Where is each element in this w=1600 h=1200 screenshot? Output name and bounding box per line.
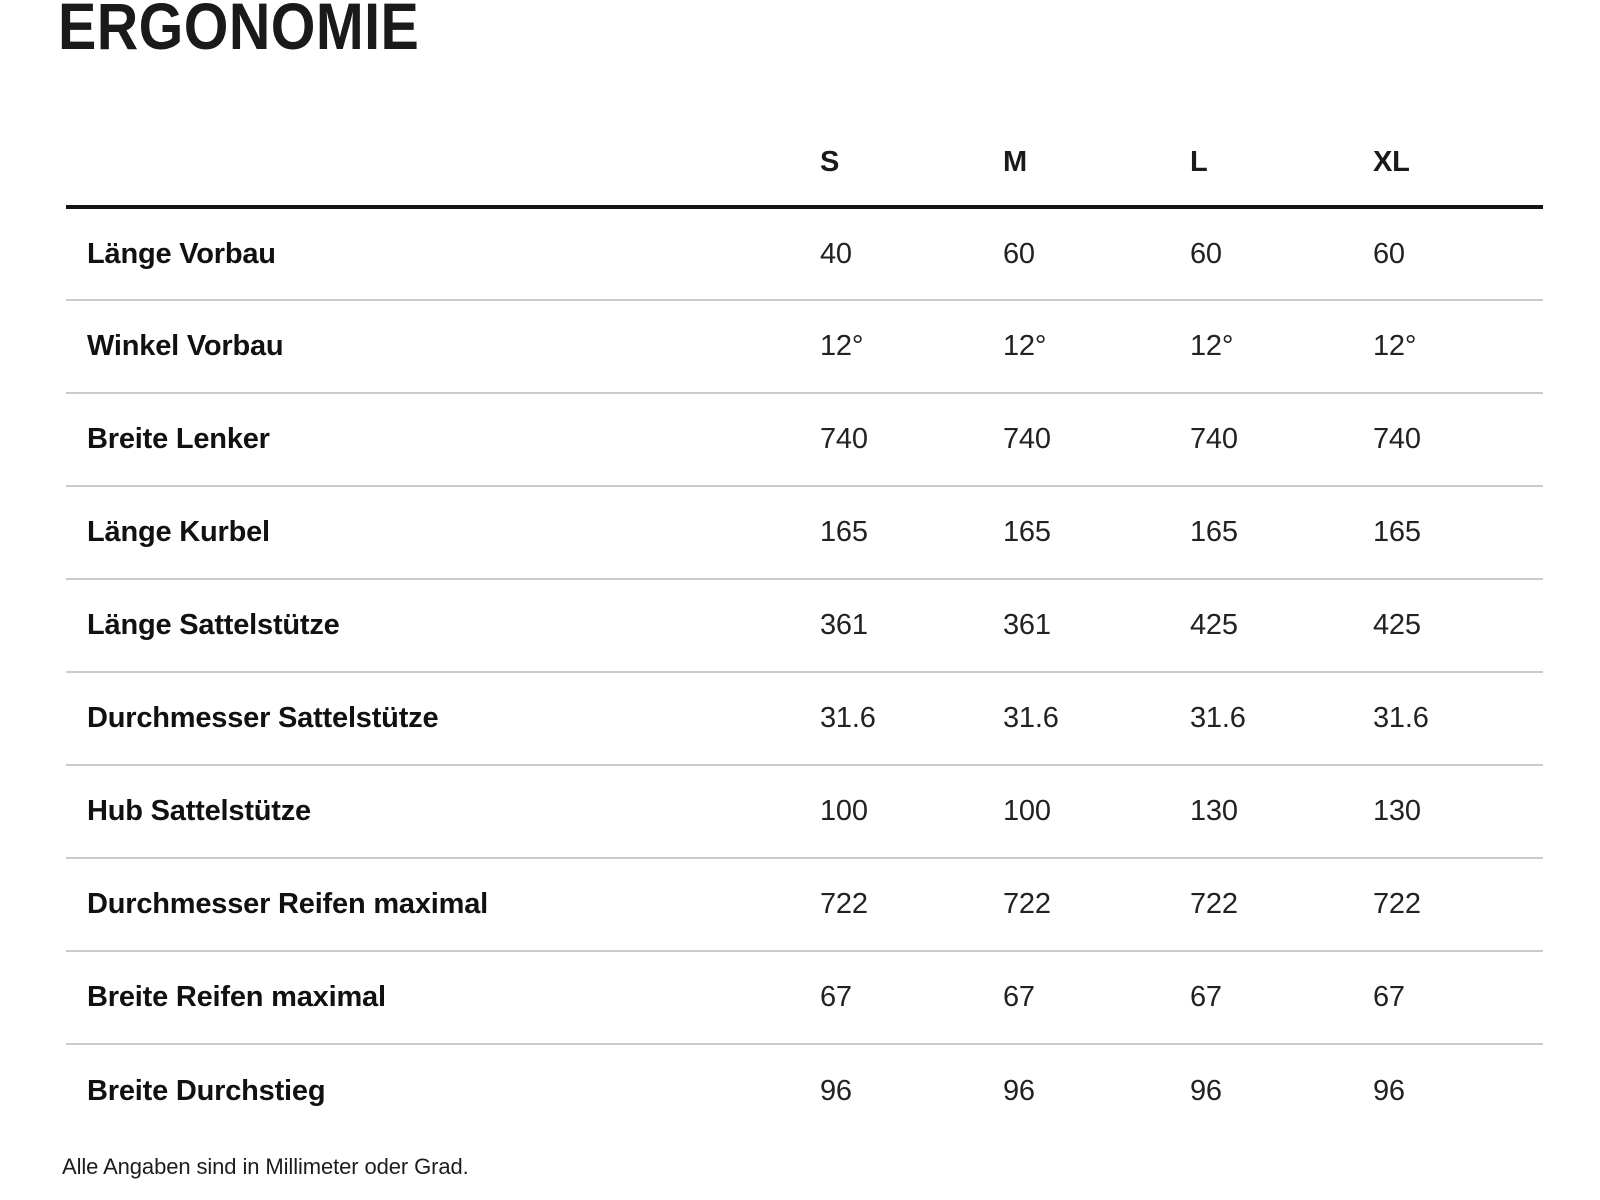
spec-label: Breite Durchstieg [87, 1074, 326, 1107]
spec-value: 67 [820, 951, 1003, 1045]
spec-value: 740 [1190, 393, 1373, 487]
spec-value: 96 [1190, 1074, 1222, 1107]
header-spacer [66, 120, 820, 209]
spec-value: 130 [1373, 765, 1543, 859]
spec-label: Länge Kurbel [66, 486, 820, 580]
spec-label: Winkel Vorbau [66, 300, 820, 394]
spec-value: 722 [1373, 858, 1543, 952]
spec-row: Breite Durchstieg 96 96 96 96 [66, 1044, 1543, 1137]
spec-value: 31.6 [1190, 672, 1373, 766]
spec-label: Breite Lenker [66, 393, 820, 487]
spec-value: 722 [1003, 858, 1190, 952]
spec-value: 425 [1373, 579, 1543, 673]
spec-row: Länge Kurbel 165 165 165 165 [66, 486, 1543, 580]
spec-value: 31.6 [1373, 672, 1543, 766]
spec-value: 12° [1003, 300, 1190, 394]
spec-row: Länge Vorbau 40 60 60 60 [66, 207, 1543, 301]
spec-value: 722 [820, 858, 1003, 952]
table-body: Länge Vorbau 40 60 60 60 Winkel Vorbau 1… [66, 207, 1543, 1137]
spec-value: 67 [1003, 951, 1190, 1045]
spec-label: Länge Vorbau [66, 207, 820, 301]
spec-value: 96 [1003, 1074, 1035, 1107]
spec-row: Durchmesser Reifen maximal 722 722 722 7… [66, 858, 1543, 952]
spec-value: 361 [820, 579, 1003, 673]
spec-value: 96 [820, 1074, 852, 1107]
spec-value: 40 [820, 207, 1003, 301]
spec-value: 31.6 [820, 672, 1003, 766]
spec-value: 130 [1190, 765, 1373, 859]
spec-row: Winkel Vorbau 12° 12° 12° 12° [66, 300, 1543, 394]
spec-value: 60 [1373, 207, 1543, 301]
spec-value: 96 [1373, 1074, 1405, 1107]
spec-value: 67 [1190, 951, 1373, 1045]
spec-value: 165 [1373, 486, 1543, 580]
spec-value: 12° [1373, 300, 1543, 394]
spec-value: 60 [1190, 207, 1373, 301]
spec-value: 740 [1373, 393, 1543, 487]
header-row: S M L XL [66, 120, 1543, 209]
spec-row: Hub Sattelstütze 100 100 130 130 [66, 765, 1543, 859]
spec-value: 722 [1190, 858, 1373, 952]
spec-value: 31.6 [1003, 672, 1190, 766]
spec-label: Breite Reifen maximal [66, 951, 820, 1045]
size-column-header-m: M [1003, 120, 1190, 209]
spec-label: Hub Sattelstütze [66, 765, 820, 859]
page-title: ERGONOMIE [58, 0, 420, 63]
spec-value: 100 [1003, 765, 1190, 859]
spec-row: Breite Reifen maximal 67 67 67 67 [66, 951, 1543, 1045]
spec-row: Durchmesser Sattelstütze 31.6 31.6 31.6 … [66, 672, 1543, 766]
spec-value: 60 [1003, 207, 1190, 301]
spec-value: 12° [820, 300, 1003, 394]
spec-row: Breite Lenker 740 740 740 740 [66, 393, 1543, 487]
table-header: S M L XL [66, 120, 1543, 209]
size-column-header-l: L [1190, 120, 1373, 209]
spec-value: 100 [820, 765, 1003, 859]
units-footnote: Alle Angaben sind in Millimeter oder Gra… [62, 1154, 469, 1179]
spec-value: 165 [1003, 486, 1190, 580]
spec-label: Länge Sattelstütze [66, 579, 820, 673]
spec-value: 165 [1190, 486, 1373, 580]
spec-value: 165 [820, 486, 1003, 580]
ergonomics-spec-table: S M L XL Länge Vorbau 40 60 60 60 Winkel… [66, 120, 1543, 1137]
spec-value: 740 [820, 393, 1003, 487]
spec-label: Durchmesser Reifen maximal [66, 858, 820, 952]
spec-label: Durchmesser Sattelstütze [66, 672, 820, 766]
spec-value: 740 [1003, 393, 1190, 487]
spec-value: 425 [1190, 579, 1373, 673]
spec-value: 361 [1003, 579, 1190, 673]
spec-value: 67 [1373, 951, 1543, 1045]
size-column-header-xl: XL [1373, 120, 1543, 209]
spec-value: 12° [1190, 300, 1373, 394]
spec-row: Länge Sattelstütze 361 361 425 425 [66, 579, 1543, 673]
size-column-header-s: S [820, 120, 1003, 209]
